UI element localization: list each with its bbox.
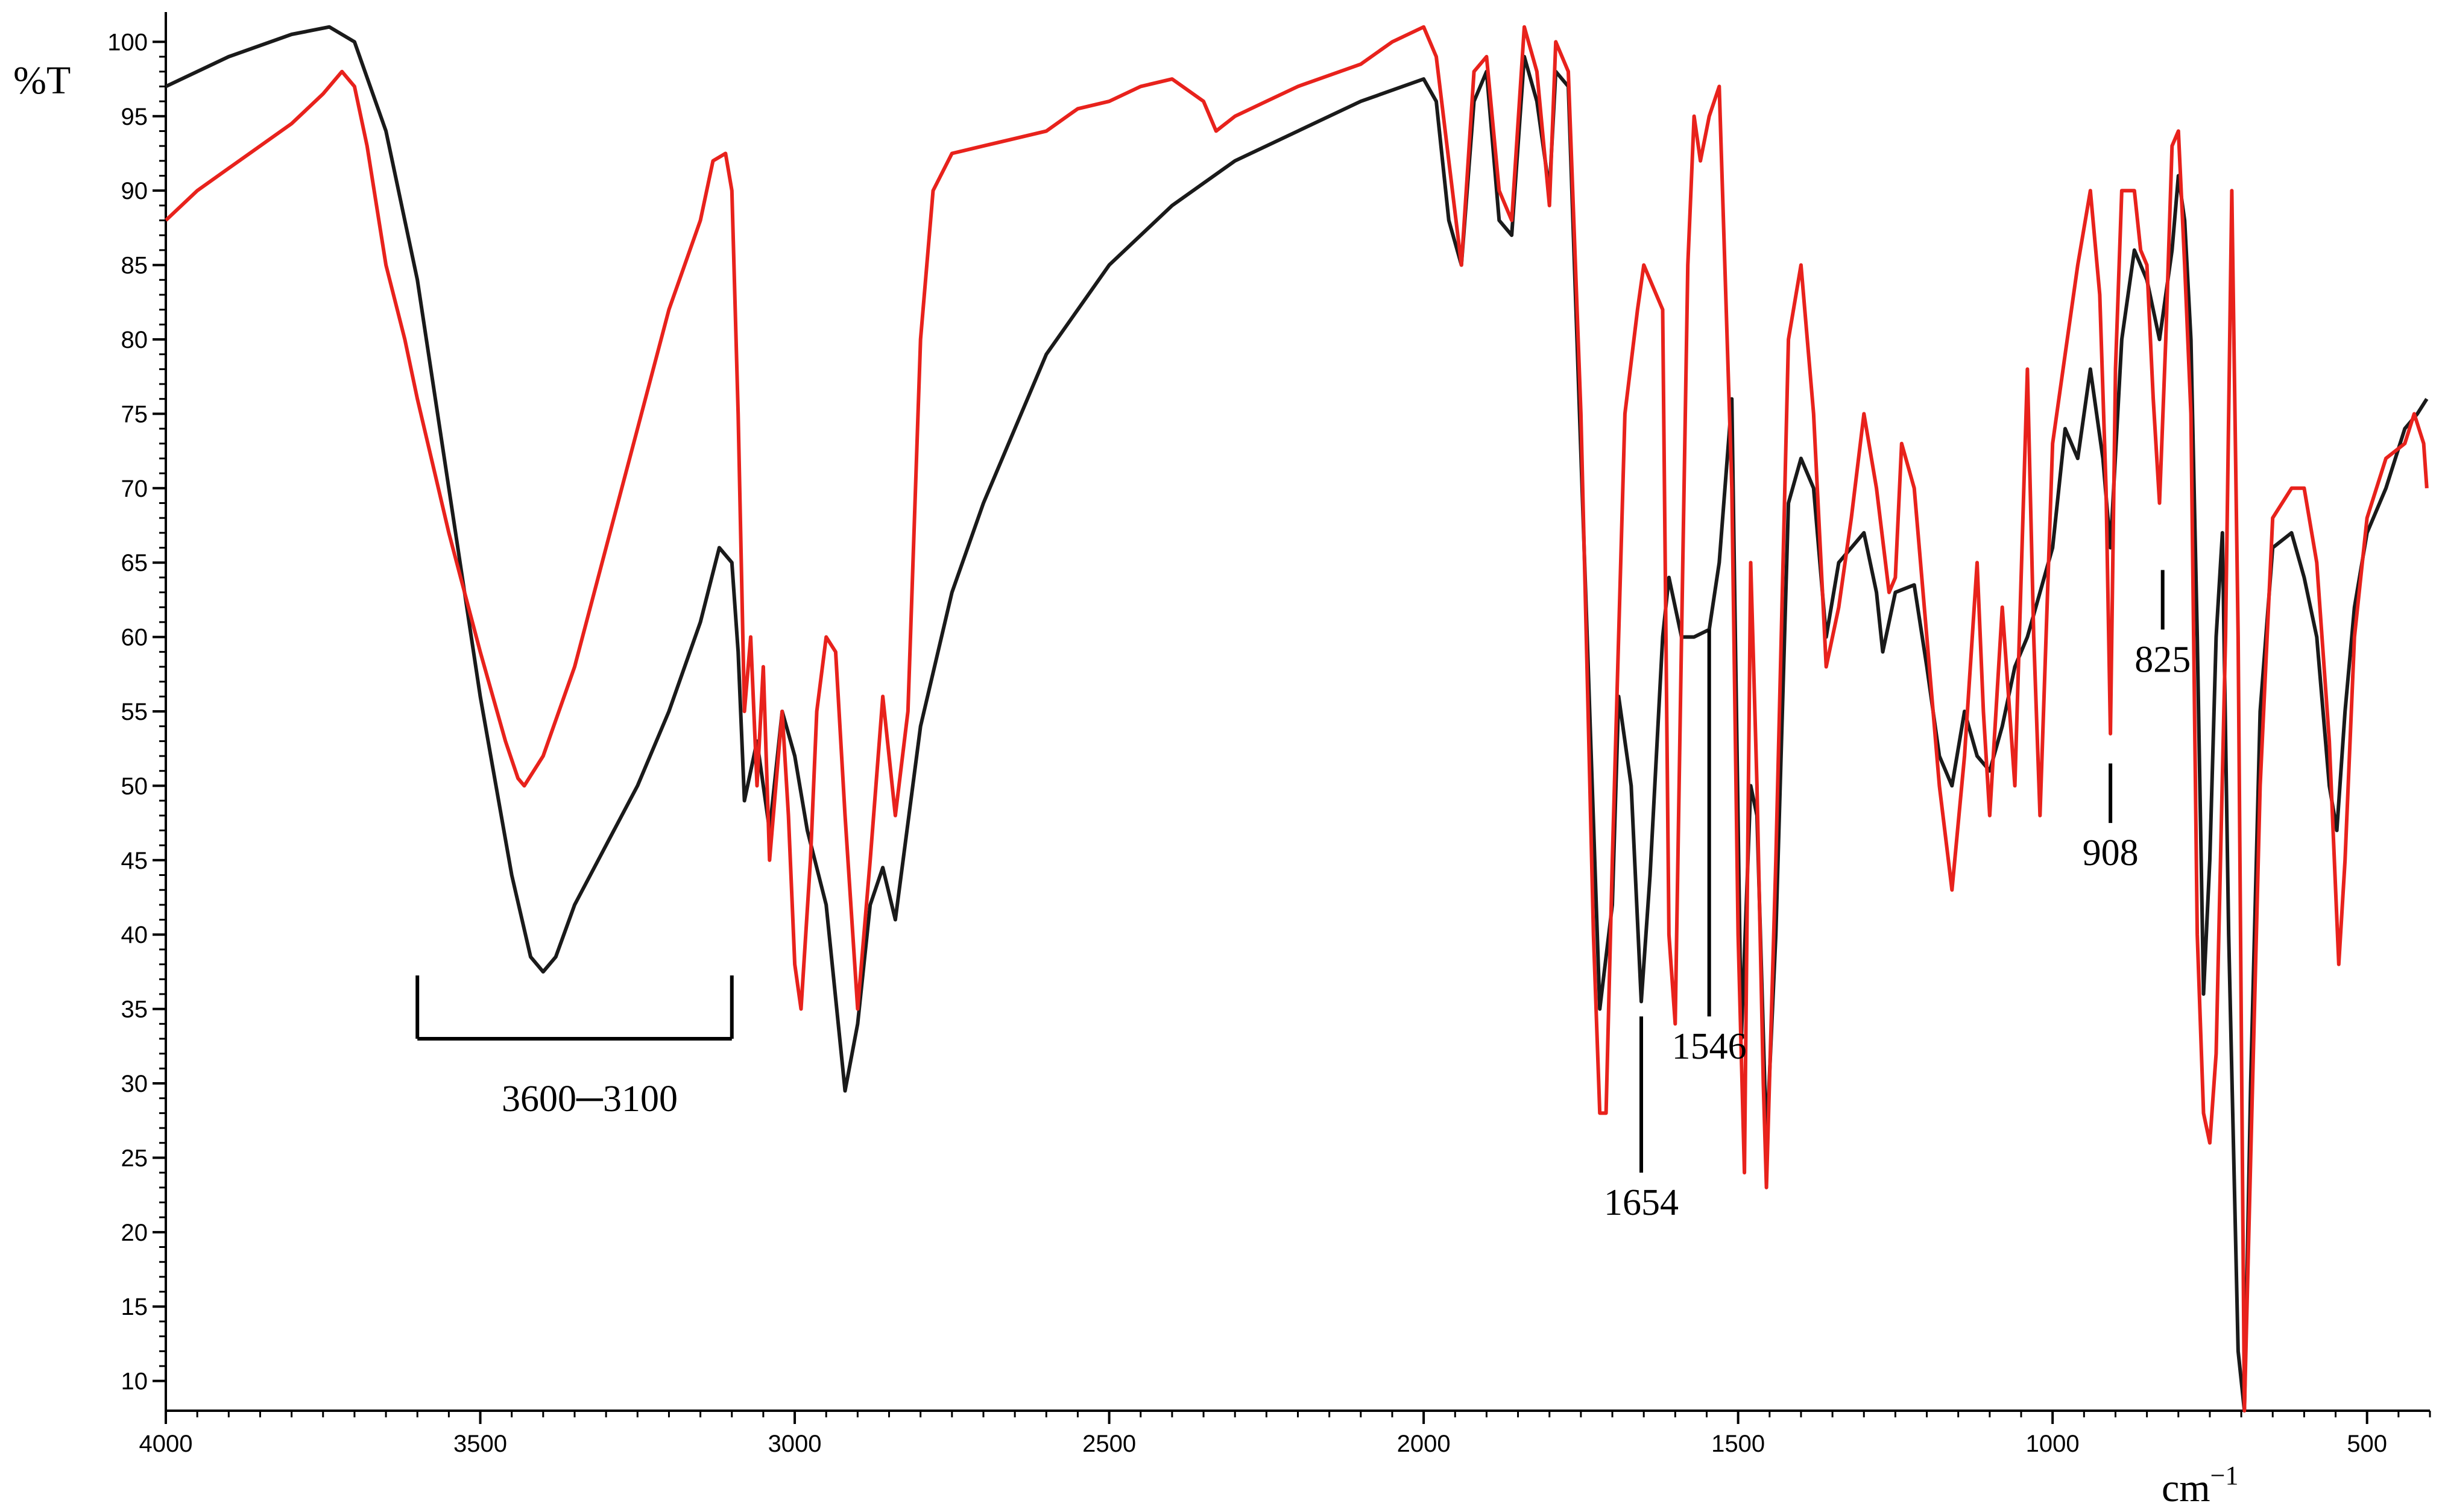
y-tick-label: 45: [121, 848, 148, 874]
peak-label: 1654: [1604, 1182, 1679, 1223]
y-tick-label: 10: [121, 1369, 148, 1395]
y-tick-label: 80: [121, 327, 148, 353]
y-tick-label: 55: [121, 699, 148, 725]
x-tick-label: 3000: [768, 1431, 822, 1457]
annotation-layer: 3600─3100 1654 1546 908 825: [415, 570, 2191, 1223]
x-tick-label: 3500: [453, 1431, 507, 1457]
y-tick-label: 85: [121, 253, 148, 279]
y-tick-label: 15: [121, 1294, 148, 1320]
spectrum-line-black: [165, 25, 2429, 1413]
x-tick-label: 2500: [1082, 1431, 1136, 1457]
plot-frame: [165, 12, 2430, 1412]
y-tick-label: 30: [121, 1071, 148, 1097]
spectrum-line-red: [164, 25, 2429, 1413]
y-tick-label: 95: [121, 104, 148, 130]
x-axis: 4000 3500 3000 2500 2000 1500 1000 500: [139, 1411, 2431, 1457]
x-tick-label: 1500: [1711, 1431, 1765, 1457]
series-layer: [164, 25, 2429, 1413]
y-tick-label: 70: [121, 476, 148, 502]
x-tick-label: 500: [2347, 1431, 2387, 1457]
range-label: 3600─3100: [502, 1079, 678, 1120]
y-tick-label: 25: [121, 1145, 148, 1171]
peak-label: 908: [2083, 833, 2139, 874]
x-axis-title: cm−1: [2162, 1461, 2238, 1510]
y-tick-label: 40: [121, 922, 148, 948]
y-tick-label: 50: [121, 773, 148, 799]
y-axis-title: %T: [13, 58, 71, 102]
y-tick-label: 75: [121, 401, 148, 427]
x-tick-label: 2000: [1397, 1431, 1451, 1457]
y-tick-label: 90: [121, 178, 148, 204]
y-tick-label: 20: [121, 1220, 148, 1246]
y-tick-label: 65: [121, 550, 148, 576]
x-tick-label: 1000: [2026, 1431, 2080, 1457]
y-axis: 10 15 20 25 30 35 40 45 50 55 60 65 70 75 80 85 90 95 100: [107, 29, 166, 1395]
peak-label: 825: [2134, 639, 2191, 680]
y-tick-label: 100: [107, 29, 148, 55]
x-axis-title-base: cm: [2162, 1466, 2210, 1510]
x-axis-title-superscript: −1: [2210, 1461, 2239, 1490]
y-tick-label: 60: [121, 625, 148, 651]
x-tick-label: 4000: [139, 1431, 193, 1457]
y-tick-label: 35: [121, 997, 148, 1023]
peak-label: 1546: [1672, 1026, 1747, 1067]
